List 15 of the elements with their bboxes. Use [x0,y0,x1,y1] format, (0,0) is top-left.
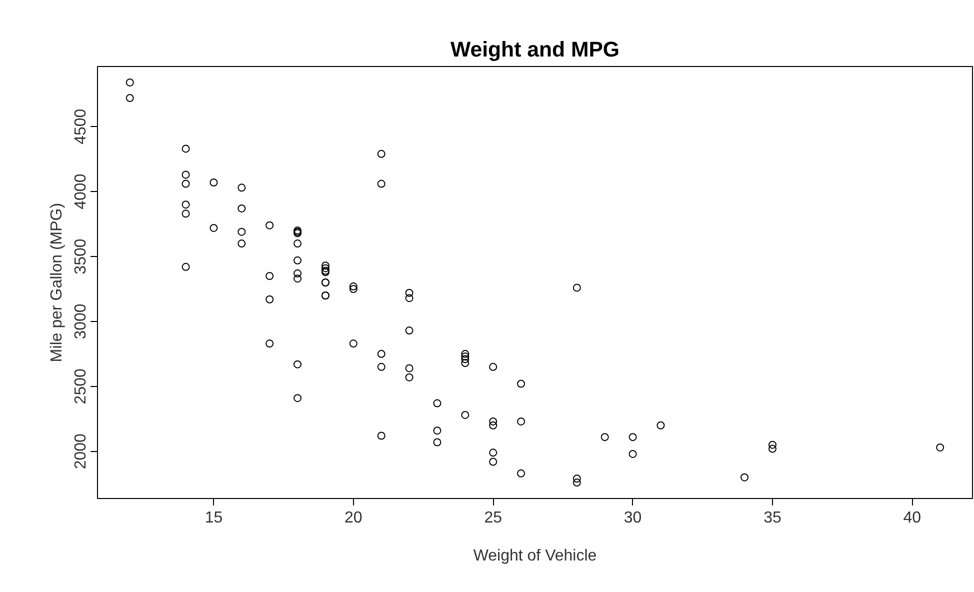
y-axis-title: Mile per Gallon (MPG) [48,202,66,362]
x-tick-label: 35 [764,510,782,526]
y-tick-label: 3000 [72,304,90,340]
x-tick-label: 30 [624,510,642,526]
x-tick-label: 40 [903,510,922,526]
x-tick-label: 20 [344,510,362,526]
y-tick-label: 2500 [72,368,90,404]
y-tick-label: 3500 [72,238,90,274]
x-tick-label: 15 [204,510,223,526]
x-axis-title: Weight of Vehicle [473,548,597,564]
y-tick-label: 4500 [72,108,90,144]
y-tick-label: 2000 [72,433,90,470]
chart-title: Weight and MPG [450,38,620,62]
x-tick-label: 25 [484,510,502,526]
y-tick-label: 4000 [72,174,90,210]
